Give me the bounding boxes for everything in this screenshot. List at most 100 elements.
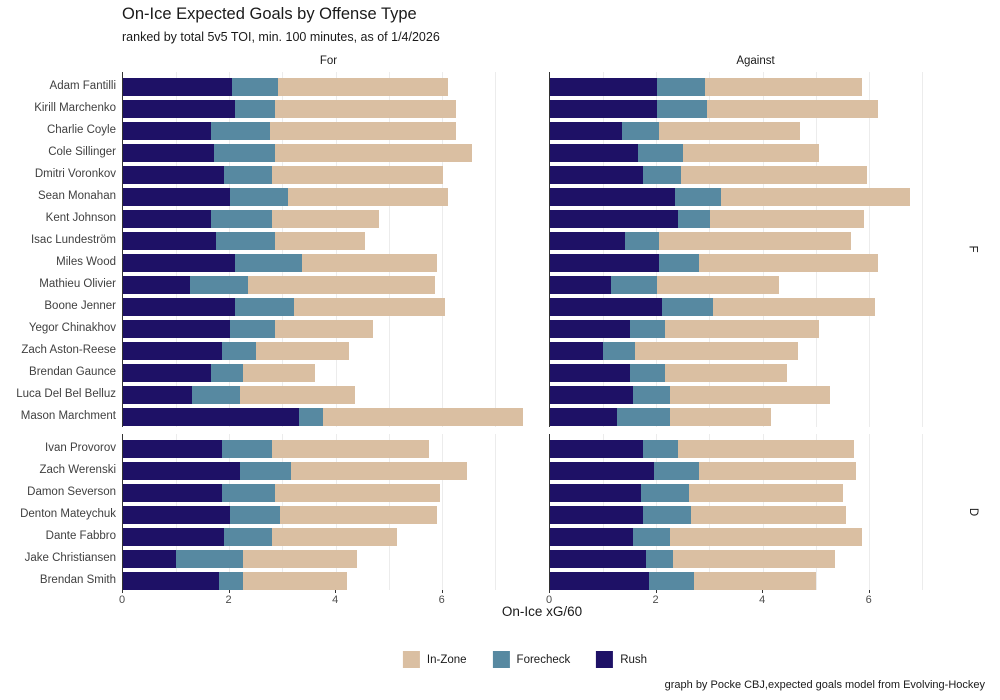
bar-segment-rush (550, 78, 657, 96)
bar-segment-inzone (240, 386, 355, 404)
bar-segment-inzone (269, 122, 457, 140)
bar-segment-rush (123, 386, 193, 404)
bar-segment-inzone (290, 462, 467, 480)
y-axis-label: Damon Severson (27, 486, 116, 498)
bar-segment-forecheck (656, 100, 708, 118)
legend: In-Zone Forecheck Rush (402, 651, 673, 668)
y-axis-label: Ivan Provorov (45, 442, 116, 454)
bar-segment-rush (123, 572, 219, 590)
bar-segment-forecheck (229, 506, 281, 524)
bar-segment-rush (123, 342, 222, 360)
x-axis-title: On-Ice xG/60 (501, 604, 583, 619)
bar-segment-rush (550, 232, 625, 250)
bar-segment-rush (550, 320, 630, 338)
bar-segment-rush (550, 550, 646, 568)
bar-row (550, 232, 852, 250)
facet-strip-for: For (319, 55, 338, 67)
bar-segment-forecheck (640, 484, 689, 502)
bar-row (550, 144, 820, 162)
bar-segment-inzone (272, 210, 379, 228)
bar-segment-forecheck (224, 528, 273, 546)
bar-segment-forecheck (298, 408, 323, 426)
bar-segment-inzone (288, 188, 449, 206)
bar-row (123, 386, 355, 404)
bar-segment-forecheck (176, 550, 243, 568)
y-axis-label: Boone Jenner (44, 300, 116, 312)
bar-segment-inzone (242, 364, 315, 382)
bar-segment-forecheck (221, 484, 275, 502)
bar-segment-forecheck (611, 276, 657, 294)
y-axis-label: Denton Mateychuk (20, 508, 116, 520)
bar-row (550, 298, 876, 316)
bar-row (550, 100, 878, 118)
bar-segment-inzone (691, 506, 846, 524)
bar-row (123, 484, 441, 502)
bar-segment-rush (123, 210, 211, 228)
bar-row (123, 298, 446, 316)
gridline (282, 72, 284, 427)
legend-swatch-rush (596, 651, 614, 668)
x-axis-tick (335, 590, 337, 593)
gridline (229, 72, 231, 427)
bar-segment-rush (550, 572, 649, 590)
y-axis-label: Zach Aston-Reese (21, 344, 116, 356)
bar-segment-inzone (659, 122, 801, 140)
x-axis-tick (441, 590, 443, 593)
bar-segment-inzone (280, 506, 438, 524)
bar-segment-rush (123, 440, 222, 458)
bar-row (550, 254, 878, 272)
bar-segment-inzone (720, 188, 910, 206)
legend-item-rush: Rush (596, 651, 647, 668)
facet-row-label-f: F (966, 245, 979, 253)
bar-segment-forecheck (210, 364, 243, 382)
bar-segment-forecheck (192, 386, 241, 404)
y-axis-label: Brendan Smith (39, 574, 116, 586)
bar-segment-rush (123, 320, 230, 338)
y-axis-label: Zach Werenski (39, 464, 116, 476)
panel-for-f (122, 72, 535, 427)
bar-row (123, 144, 473, 162)
bar-segment-inzone (272, 166, 443, 184)
bar-segment-rush (550, 440, 644, 458)
gridline (603, 72, 605, 427)
y-axis-label: Jake Christiansen (24, 552, 116, 564)
bar-segment-rush (550, 484, 641, 502)
y-axis-label: Adam Fantilli (49, 80, 116, 92)
bar-segment-inzone (699, 254, 878, 272)
bar-row (550, 408, 772, 426)
bar-segment-inzone (274, 232, 366, 250)
bar-segment-rush (123, 298, 235, 316)
bar-segment-inzone (669, 386, 830, 404)
facet-strip-against: Against (736, 55, 775, 67)
bar-row (550, 188, 910, 206)
bar-segment-rush (123, 506, 230, 524)
bar-row (123, 232, 366, 250)
bar-row (123, 528, 398, 546)
bar-segment-rush (123, 78, 233, 96)
bar-segment-rush (550, 144, 638, 162)
bar-row (123, 572, 347, 590)
bar-row (123, 78, 449, 96)
bar-row (123, 506, 438, 524)
bar-segment-rush (123, 100, 235, 118)
bar-segment-inzone (707, 100, 878, 118)
gridline (495, 434, 497, 590)
bar-segment-forecheck (221, 342, 257, 360)
bar-segment-rush (123, 166, 225, 184)
gridline (441, 434, 443, 590)
bar-row (123, 276, 435, 294)
x-axis-tick-label: 4 (759, 594, 766, 606)
bar-segment-rush (123, 408, 299, 426)
bar-segment-rush (550, 528, 633, 546)
bar-segment-inzone (664, 364, 788, 382)
gridline (815, 72, 817, 427)
bar-segment-inzone (274, 100, 457, 118)
bar-segment-rush (550, 210, 678, 228)
bar-segment-forecheck (621, 122, 660, 140)
bar-segment-rush (123, 462, 241, 480)
gridline (868, 434, 870, 590)
bar-segment-rush (123, 188, 230, 206)
bar-row (123, 320, 374, 338)
bar-segment-forecheck (229, 320, 275, 338)
